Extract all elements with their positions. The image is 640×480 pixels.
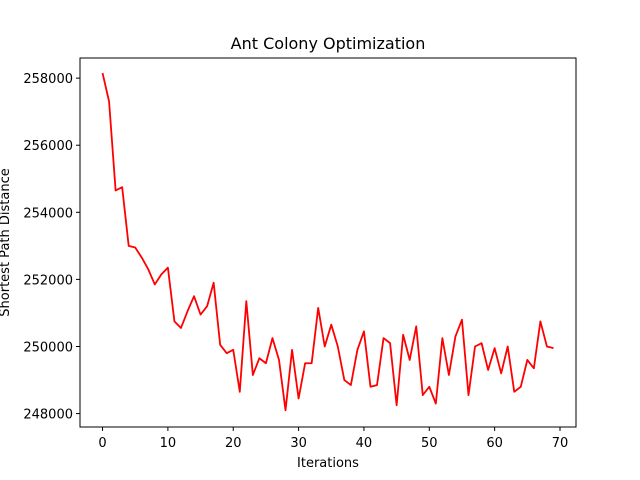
y-axis-ticks: 248000 250000 252000 254000 256000 258000	[23, 72, 80, 423]
series-line	[101, 72, 554, 412]
y-tick-label: 254000	[23, 206, 73, 221]
x-tick-label: 10	[160, 436, 177, 451]
x-tick-label: 60	[486, 436, 503, 451]
x-tick-label: 0	[98, 436, 106, 451]
y-tick-label: 256000	[23, 139, 73, 154]
x-axis-ticks: 0 10 20 30 40 50 60 70	[98, 427, 568, 451]
x-tick-label: 20	[225, 436, 242, 451]
y-tick-label: 258000	[23, 72, 73, 87]
x-tick-label: 50	[421, 436, 438, 451]
y-tick-label: 250000	[23, 340, 73, 355]
x-axis-label: Iterations	[297, 456, 359, 471]
x-tick-label: 40	[356, 436, 373, 451]
x-tick-label: 70	[552, 436, 569, 451]
y-axis-label: Shortest Path Distance	[0, 168, 13, 316]
chart-title: Ant Colony Optimization	[231, 34, 426, 53]
y-tick-label: 252000	[23, 273, 73, 288]
x-tick-label: 30	[290, 436, 307, 451]
plot-frame	[79, 57, 577, 428]
y-tick-label: 248000	[23, 408, 73, 423]
